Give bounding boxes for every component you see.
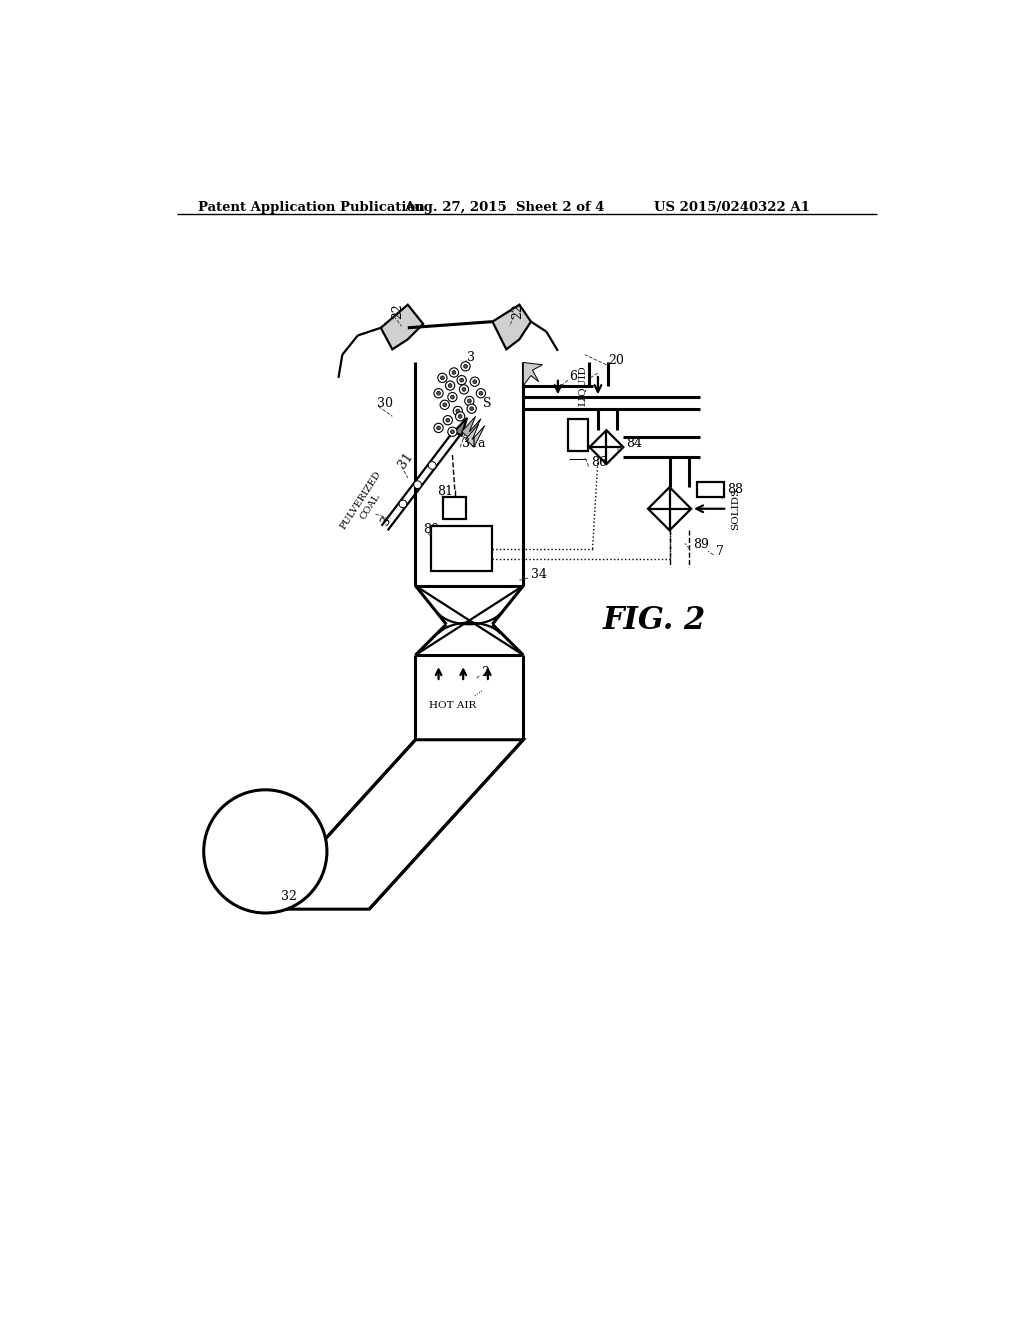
- Circle shape: [204, 789, 327, 913]
- Polygon shape: [590, 430, 624, 465]
- Circle shape: [414, 480, 422, 488]
- Text: 6: 6: [569, 370, 578, 383]
- Circle shape: [443, 416, 453, 425]
- Text: 22: 22: [511, 304, 524, 318]
- Circle shape: [436, 391, 440, 395]
- Bar: [431, 527, 493, 572]
- Text: 3: 3: [379, 513, 394, 527]
- Text: 84: 84: [626, 437, 642, 450]
- Text: HOT AIR: HOT AIR: [429, 701, 476, 710]
- Polygon shape: [466, 424, 484, 447]
- Circle shape: [447, 428, 457, 437]
- Circle shape: [434, 388, 443, 397]
- Text: Aug. 27, 2015  Sheet 2 of 4: Aug. 27, 2015 Sheet 2 of 4: [403, 201, 604, 214]
- Polygon shape: [493, 305, 531, 350]
- Text: 7: 7: [716, 545, 724, 557]
- Circle shape: [445, 418, 450, 422]
- Text: 86: 86: [591, 455, 607, 469]
- Circle shape: [473, 380, 477, 384]
- Circle shape: [442, 403, 446, 407]
- Text: Patent Application Publication: Patent Application Publication: [199, 201, 425, 214]
- Text: 81: 81: [437, 484, 453, 498]
- Circle shape: [447, 392, 457, 401]
- Text: 89: 89: [692, 539, 709, 552]
- Circle shape: [467, 399, 471, 403]
- Polygon shape: [261, 739, 523, 909]
- Circle shape: [462, 388, 466, 391]
- Text: 3: 3: [467, 351, 475, 363]
- Circle shape: [464, 364, 467, 368]
- Circle shape: [449, 384, 452, 388]
- Circle shape: [470, 407, 473, 411]
- Circle shape: [454, 407, 463, 416]
- Circle shape: [434, 424, 443, 433]
- Circle shape: [440, 376, 444, 380]
- Polygon shape: [454, 418, 467, 436]
- Circle shape: [460, 379, 464, 381]
- Polygon shape: [381, 305, 423, 350]
- Circle shape: [460, 385, 469, 395]
- Circle shape: [450, 368, 459, 378]
- Circle shape: [428, 462, 436, 470]
- Text: 31: 31: [396, 450, 416, 470]
- Polygon shape: [462, 416, 481, 440]
- Circle shape: [452, 371, 456, 375]
- Circle shape: [399, 500, 407, 508]
- Circle shape: [451, 395, 455, 399]
- Circle shape: [461, 362, 470, 371]
- Bar: [443, 498, 466, 519]
- Text: 34: 34: [531, 568, 547, 581]
- Text: 2: 2: [481, 667, 488, 680]
- Text: S: S: [483, 397, 492, 409]
- Circle shape: [470, 378, 479, 387]
- Text: 30: 30: [377, 397, 393, 409]
- Circle shape: [479, 391, 483, 395]
- Circle shape: [458, 414, 462, 418]
- Circle shape: [476, 388, 485, 397]
- Text: FIG. 2: FIG. 2: [602, 605, 706, 636]
- Circle shape: [456, 412, 465, 421]
- Circle shape: [467, 404, 476, 413]
- Bar: [697, 482, 724, 498]
- Circle shape: [440, 400, 450, 409]
- Circle shape: [451, 430, 455, 434]
- Polygon shape: [648, 487, 691, 531]
- Circle shape: [457, 376, 466, 385]
- Text: 88: 88: [727, 483, 743, 496]
- Text: 32: 32: [281, 890, 297, 903]
- Text: LIQUID: LIQUID: [578, 366, 587, 407]
- Text: 20: 20: [608, 354, 624, 367]
- Text: US 2015/0240322 A1: US 2015/0240322 A1: [654, 201, 810, 214]
- Circle shape: [436, 426, 440, 430]
- Bar: [568, 418, 588, 451]
- Text: 22: 22: [391, 304, 403, 318]
- Text: PULVERIZED
COAL: PULVERIZED COAL: [339, 470, 392, 537]
- Text: 31a: 31a: [462, 437, 485, 450]
- Circle shape: [445, 381, 455, 391]
- Circle shape: [465, 396, 474, 405]
- Text: SOLIDS: SOLIDS: [731, 487, 740, 529]
- Polygon shape: [523, 363, 543, 385]
- Text: 80: 80: [423, 523, 439, 536]
- Circle shape: [456, 409, 460, 413]
- Circle shape: [438, 374, 447, 383]
